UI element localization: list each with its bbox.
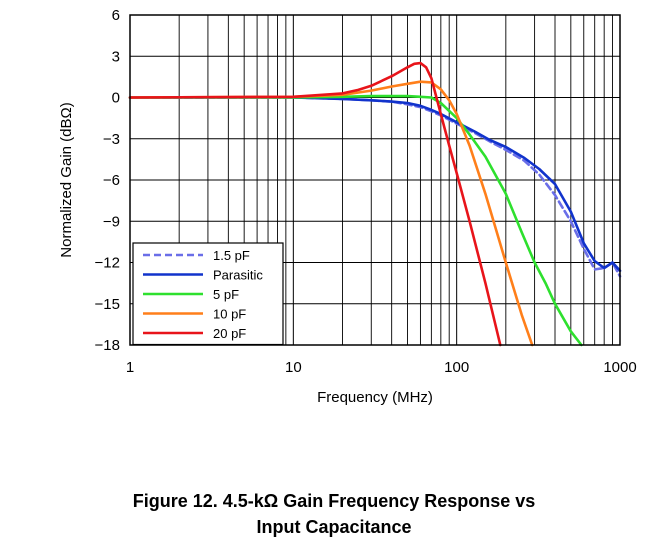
series-line: [128, 80, 534, 347]
series-line: [128, 94, 583, 347]
y-axis-label: Normalized Gain (dBΩ): [58, 102, 75, 257]
y-tick-label: 0: [112, 90, 120, 107]
series-lines: [128, 61, 622, 347]
x-axis-label: Frequency (MHz): [317, 389, 433, 406]
plot-frame: [129, 14, 621, 346]
caption-line-2: Input Capacitance: [256, 517, 412, 537]
tick-labels: 6 3 0 −3 −6 −9 −12 −15 −18 1 10 100 1000: [95, 7, 637, 376]
figure-caption: Figure 12. 4.5-kΩ Gain Frequency Respons…: [0, 488, 668, 540]
y-tick-label: −12: [95, 255, 120, 272]
y-tick-label: 3: [112, 48, 120, 65]
x-tick-label: 10: [285, 359, 302, 376]
y-tick-label: −9: [103, 213, 120, 230]
legend-label: 1.5 pF: [213, 248, 250, 263]
legend-label: Parasitic: [213, 268, 263, 283]
x-tick-label: 1000: [603, 359, 636, 376]
y-tick-label: 6: [112, 7, 120, 24]
y-tick-label: −15: [95, 296, 120, 313]
legend-label: 10 pF: [213, 307, 246, 322]
series-line: [128, 61, 502, 347]
y-tick-label: −3: [103, 131, 120, 148]
grid-lines: [129, 14, 620, 346]
legend-label: 20 pF: [213, 326, 246, 341]
y-tick-label: −6: [103, 172, 120, 189]
gain-frequency-chart: 6 3 0 −3 −6 −9 −12 −15 −18 1 10 100 1000 Frequency (…: [58, 7, 637, 406]
x-tick-label: 100: [444, 359, 469, 376]
caption-line-1: Figure 12. 4.5-kΩ Gain Frequency Respons…: [132, 491, 536, 511]
x-tick-label: 1: [126, 359, 134, 376]
series-line: [128, 96, 622, 273]
legend-label: 5 pF: [213, 287, 239, 302]
legend: 1.5 pF Parasitic 5 pF 10 pF 20 pF: [132, 242, 284, 346]
y-tick-label: −18: [95, 337, 120, 354]
